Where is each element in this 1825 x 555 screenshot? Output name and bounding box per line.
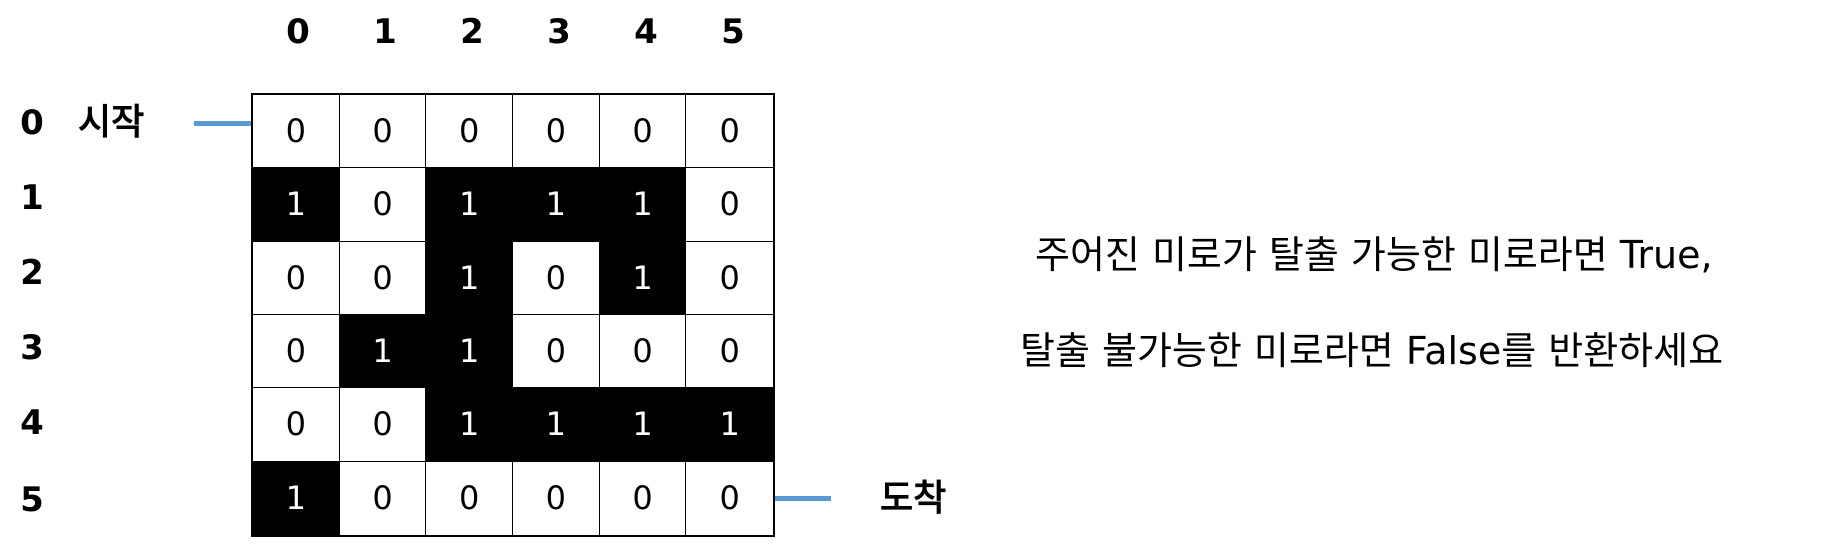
row-label-2: 2 [20,253,44,293]
col-label-0: 0 [286,12,310,52]
end-connector [775,496,831,501]
maze-cell-0-4: 0 [599,95,687,169]
maze-cell-5-3: 0 [512,461,600,535]
row-label-1: 1 [20,178,44,218]
row-label-0: 0 [20,103,44,143]
maze-cell-4-2: 1 [426,388,513,462]
maze-cell-3-0: 0 [253,315,340,389]
row-label-5: 5 [20,480,44,520]
description-line-2: 탈출 불가능한 미로라면 False를 반환하세요 [1020,329,1724,373]
description-line-1: 주어진 미로가 탈출 가능한 미로라면 True, [1035,233,1713,277]
maze-cell-5-5: 0 [686,461,773,535]
maze-cell-1-5: 0 [686,168,773,242]
maze-cell-4-3: 1 [512,388,600,462]
maze-cell-3-1: 1 [339,315,427,389]
maze-cell-1-4: 1 [599,168,687,242]
maze-cell-4-1: 0 [339,388,427,462]
maze-cell-5-2: 0 [426,461,513,535]
maze-cell-3-2: 1 [426,315,513,389]
col-label-3: 3 [547,12,571,52]
maze-cell-2-0: 0 [253,241,340,315]
row-label-3: 3 [20,328,44,368]
maze-cell-1-1: 0 [339,168,427,242]
start-label: 시작 [78,102,145,143]
maze-cell-2-1: 0 [339,241,427,315]
maze-cell-4-5: 1 [686,388,773,462]
maze-cell-4-4: 1 [599,388,687,462]
col-label-2: 2 [460,12,484,52]
maze-cell-1-0: 1 [253,168,340,242]
maze-cell-0-2: 0 [426,95,513,169]
maze-cell-3-3: 0 [512,315,600,389]
maze-cell-5-4: 0 [599,461,687,535]
maze-cell-1-2: 1 [426,168,513,242]
maze-cell-1-3: 1 [512,168,600,242]
maze-cell-4-0: 0 [253,388,340,462]
maze-cell-2-4: 1 [599,241,687,315]
maze-cell-0-1: 0 [339,95,427,169]
col-label-5: 5 [721,12,745,52]
maze-cell-5-1: 0 [339,461,427,535]
maze-cell-0-3: 0 [512,95,600,169]
start-connector [194,121,252,126]
maze-cell-0-0: 0 [253,95,340,169]
col-label-1: 1 [373,12,397,52]
maze-cell-2-3: 0 [512,241,600,315]
maze-cell-3-4: 0 [599,315,687,389]
maze-cell-2-5: 0 [686,241,773,315]
col-label-4: 4 [634,12,658,52]
maze-cell-0-5: 0 [686,95,773,169]
end-label: 도착 [880,478,947,519]
maze-cell-3-5: 0 [686,315,773,389]
row-label-4: 4 [20,403,44,443]
maze-cell-2-2: 1 [426,241,513,315]
maze-cell-5-0: 1 [253,461,340,535]
